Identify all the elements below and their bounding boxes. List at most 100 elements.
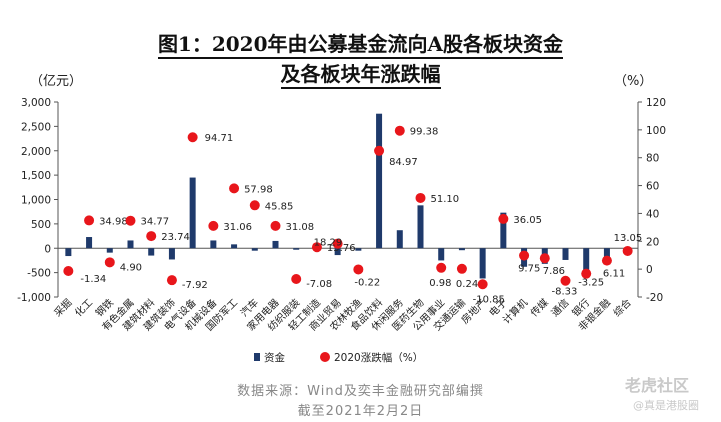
chart-title-line1: 图1：2020年由公募基金流向A股各板块资金 — [0, 28, 721, 59]
dot-annual-change — [166, 275, 177, 286]
dot-annual-change — [63, 266, 74, 277]
bar-fund-flow — [396, 230, 403, 249]
dot-value-label: 4.90 — [120, 262, 142, 273]
left-tick-label: 3,000 — [21, 97, 51, 109]
dot-value-label: -10.85 — [473, 294, 505, 305]
left-tick-label: 2,500 — [21, 121, 51, 133]
dot-value-label: 45.85 — [265, 201, 294, 212]
right-tick-label: 100 — [646, 125, 666, 137]
dot-value-label: 18.29 — [314, 238, 343, 249]
bar-fund-flow — [65, 248, 72, 257]
bar-fund-flow — [189, 177, 196, 249]
dot-value-label: 99.38 — [410, 127, 439, 138]
dot-annual-change — [560, 275, 571, 286]
bar-fund-flow — [168, 248, 175, 260]
bar-fund-flow — [417, 205, 424, 249]
dot-value-label: 34.98 — [99, 216, 128, 227]
bar-fund-flow — [479, 248, 486, 279]
dot-annual-change — [208, 220, 219, 231]
dot-annual-change — [477, 279, 488, 290]
dot-value-label: 23.74 — [161, 232, 190, 243]
bar-fund-flow — [562, 248, 569, 260]
dot-value-label: -7.08 — [306, 279, 332, 290]
bar-fund-flow — [334, 248, 341, 256]
dot-value-label: 0.24 — [456, 279, 478, 290]
dot-value-label: 31.06 — [223, 222, 252, 233]
category-label: 采掘 — [51, 296, 74, 319]
bar-fund-flow — [603, 248, 610, 261]
dot-annual-change — [270, 220, 281, 231]
category-label: 综合 — [610, 296, 633, 319]
source-note: 数据来源：Wind及奕丰金融研究部编撰 — [237, 384, 484, 399]
dot-annual-change — [622, 245, 633, 256]
dot-value-label: 34.77 — [141, 217, 170, 228]
bar-fund-flow — [210, 240, 217, 249]
bar-fund-flow — [127, 240, 134, 249]
watermark-brand: 老虎社区 — [625, 376, 690, 395]
dot-value-label: -1.34 — [80, 274, 106, 285]
legend-bar-label: 资金 — [264, 351, 285, 364]
right-tick-label: 0 — [646, 264, 653, 276]
left-tick-label: 1,500 — [21, 170, 51, 182]
bar-fund-flow — [500, 212, 507, 249]
dot-annual-change — [539, 253, 550, 264]
dot-annual-change — [84, 215, 95, 226]
dot-annual-change — [104, 257, 115, 268]
dot-annual-change — [601, 255, 612, 266]
dot-value-label: 13.05 — [614, 233, 643, 244]
dot-value-label: -8.33 — [552, 287, 578, 298]
left-tick-label: -1,000 — [17, 292, 51, 304]
right-axis-unit: （%） — [614, 74, 653, 89]
bar-fund-flow — [86, 237, 93, 249]
right-tick-label: 80 — [646, 153, 659, 165]
bar-fund-flow — [458, 248, 465, 251]
dot-value-label: 51.10 — [431, 194, 460, 205]
dot-value-label: 31.08 — [286, 222, 315, 233]
dot-annual-change — [187, 132, 198, 143]
dot-annual-change — [229, 183, 240, 194]
left-tick-label: -500 — [27, 268, 51, 280]
dot-value-label: 6.11 — [603, 269, 625, 280]
dot-value-label: -3.25 — [578, 278, 604, 289]
dot-annual-change — [394, 125, 405, 136]
bar-fund-flow — [251, 248, 258, 251]
dot-value-label: -0.22 — [354, 277, 380, 288]
bar-fund-flow — [106, 248, 113, 253]
bar-fund-flow — [583, 248, 590, 276]
dot-value-label: 15.76 — [327, 243, 356, 254]
date-note: 截至2021年2月2日 — [297, 404, 424, 419]
dot-value-label: 36.05 — [513, 215, 542, 226]
right-tick-label: 120 — [646, 97, 666, 109]
right-tick-label: 20 — [646, 236, 659, 248]
left-tick-label: 2,000 — [21, 146, 51, 158]
dot-annual-change — [332, 238, 343, 249]
dot-value-label: 9.75 — [518, 264, 540, 275]
dot-value-label: 7.86 — [543, 266, 565, 277]
left-tick-label: 500 — [31, 219, 51, 231]
legend-bar-swatch — [254, 353, 260, 361]
bar-fund-flow — [355, 248, 362, 251]
dot-annual-change — [498, 213, 509, 224]
dot-annual-change — [456, 263, 467, 274]
dot-value-label: 84.97 — [389, 157, 418, 168]
dot-annual-change — [125, 215, 136, 226]
left-tick-label: 1,000 — [21, 195, 51, 207]
dot-annual-change — [249, 200, 260, 211]
chart-title-line2: 及各板块年涨跌幅 — [0, 58, 721, 89]
dot-annual-change — [353, 264, 364, 275]
dot-annual-change — [291, 274, 302, 285]
dot-annual-change — [374, 145, 385, 156]
watermark-handle: @真是港股圈 — [633, 399, 699, 412]
legend-dot-swatch — [320, 352, 330, 362]
left-axis-unit: （亿元） — [30, 74, 83, 89]
dot-value-label: 94.71 — [205, 133, 234, 144]
right-tick-label: 60 — [646, 181, 659, 193]
category-label: 化工 — [72, 296, 95, 319]
bar-fund-flow — [272, 240, 279, 249]
left-tick-label: 0 — [44, 243, 51, 255]
dot-annual-change — [146, 231, 157, 242]
dot-value-label: -7.92 — [182, 280, 208, 291]
category-label: 通信 — [549, 297, 572, 320]
